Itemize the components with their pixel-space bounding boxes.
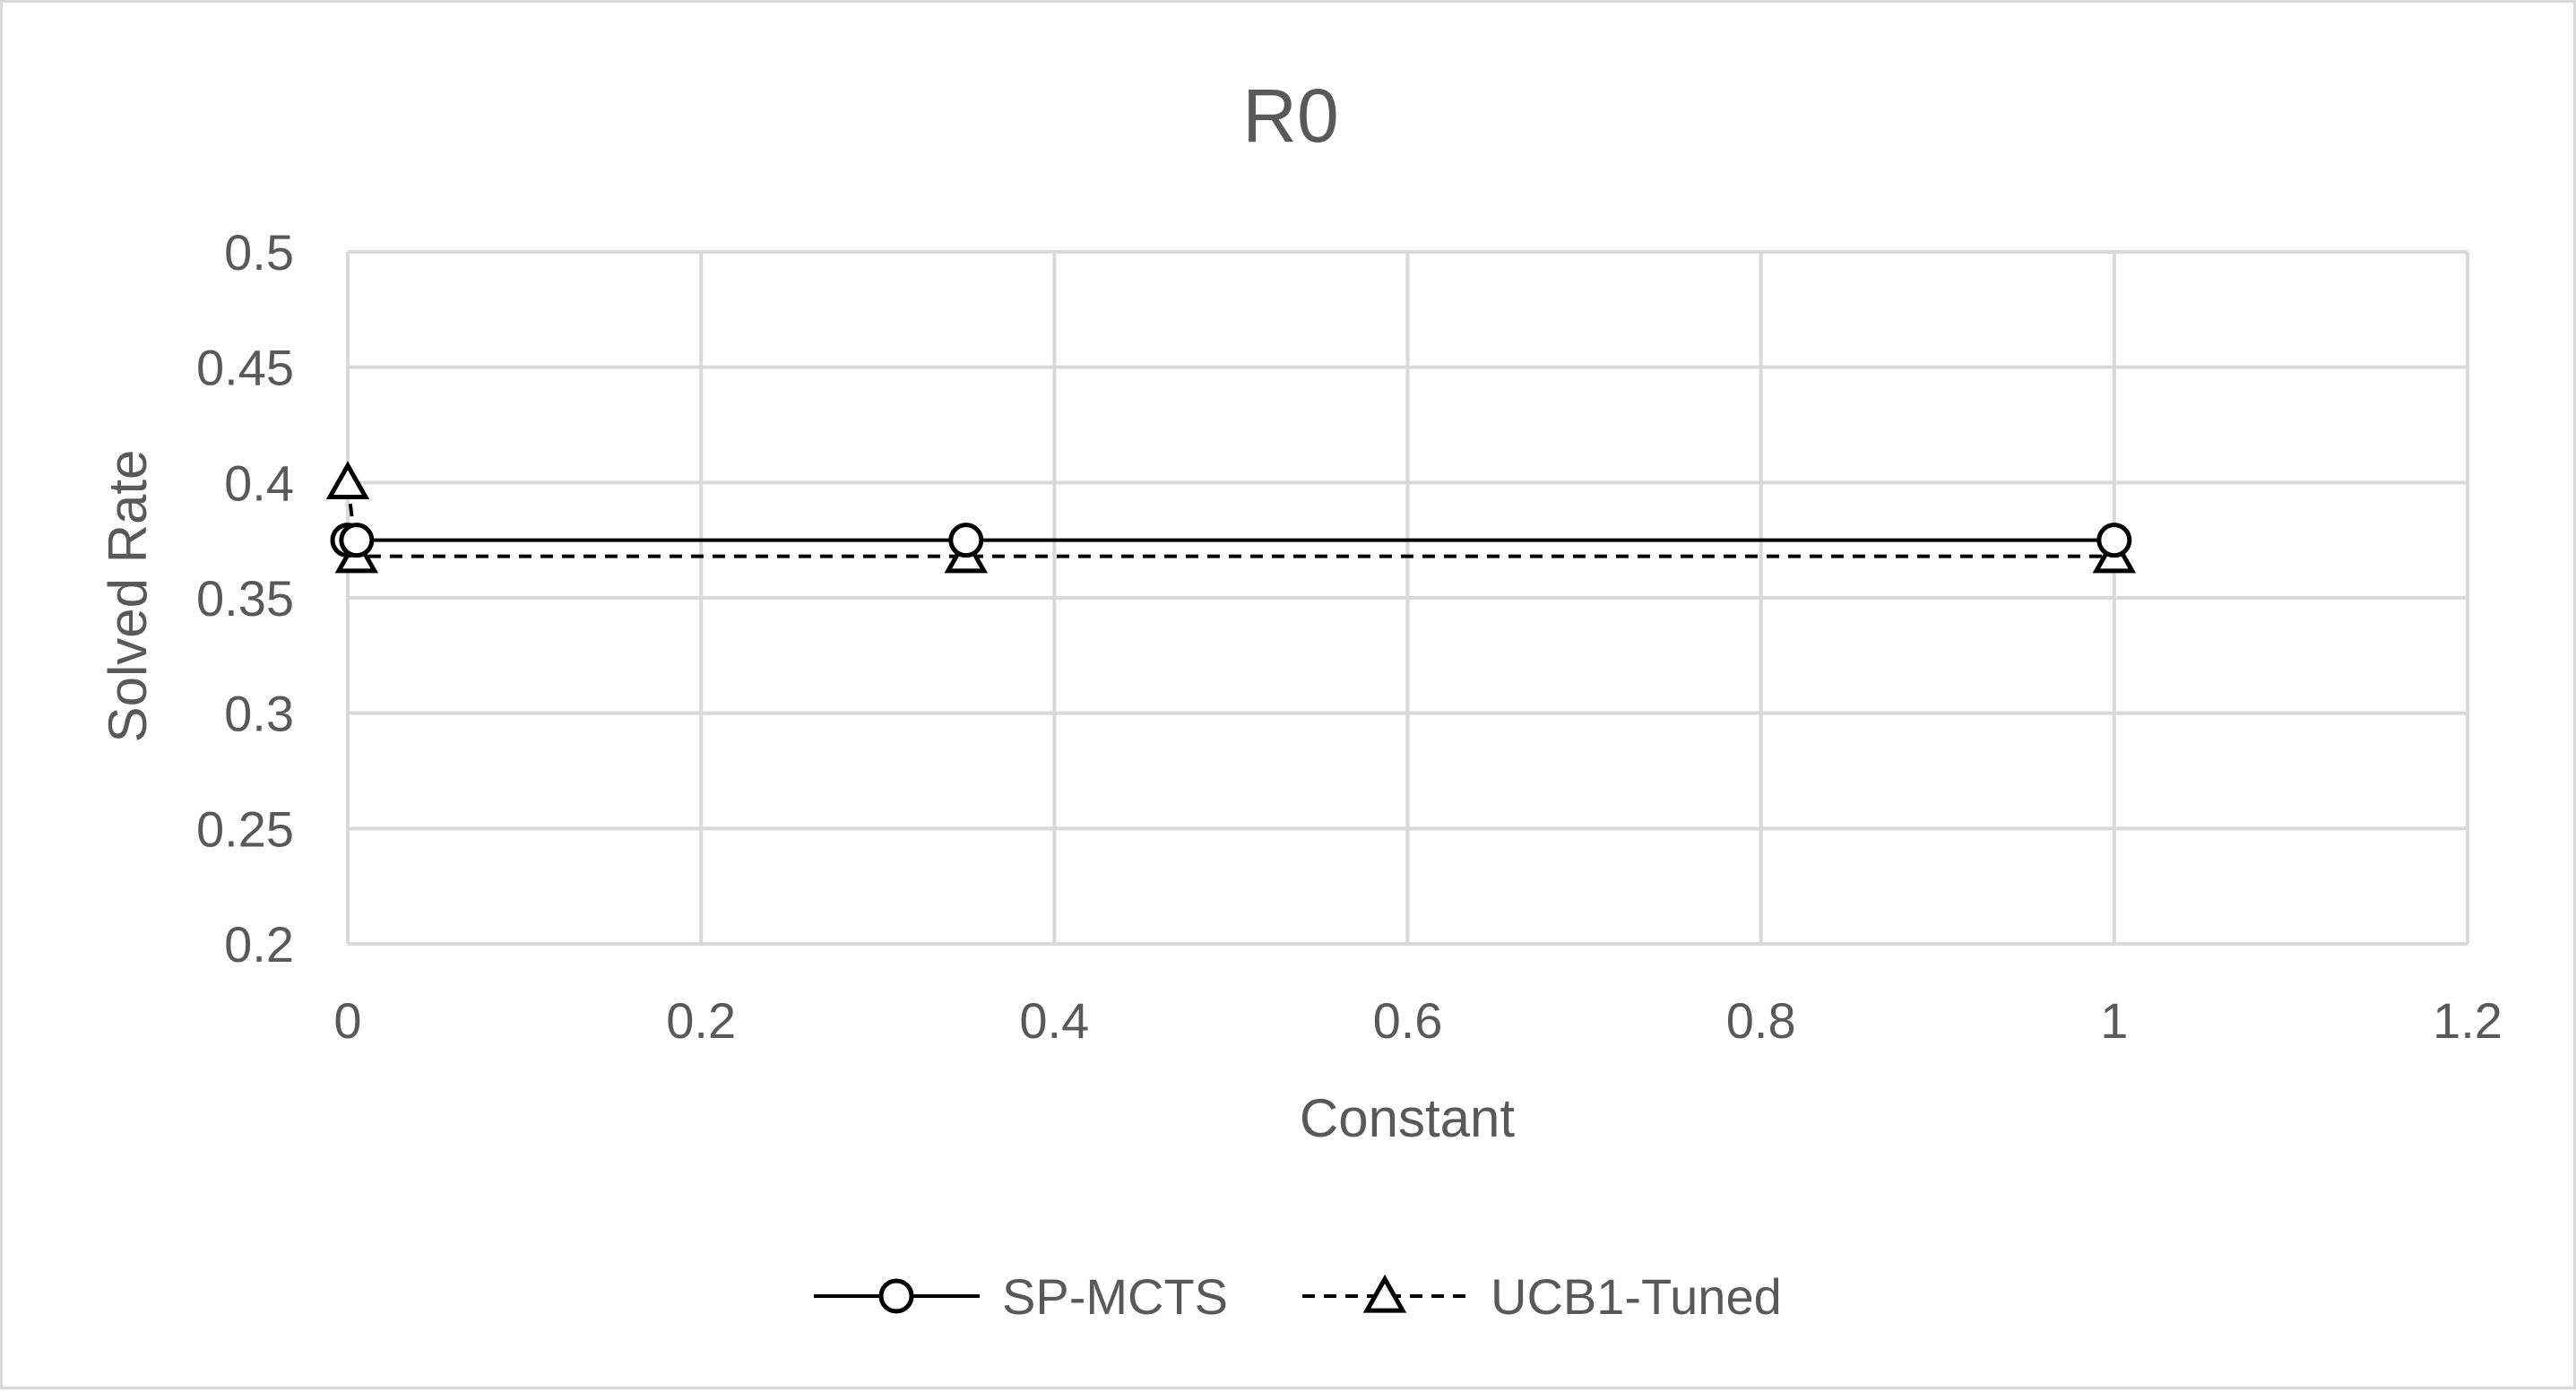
y-tick-label: 0.45 (196, 340, 294, 396)
chart-svg: R0 0.2 0.25 0.3 0.35 0.4 0.45 0.5 0 0.2 0.4 0.6 0.8… (98, 73, 2503, 1325)
y-tick-label: 0.4 (224, 454, 294, 511)
triangle-marker (325, 461, 370, 499)
y-tick-label: 0.5 (224, 224, 294, 281)
x-tick-label: 0.8 (1726, 992, 1796, 1049)
legend-label: UCB1-Tuned (1491, 1268, 1782, 1325)
x-tick-label: 0 (333, 992, 361, 1049)
legend-label: SP-MCTS (1002, 1268, 1228, 1325)
chart-title: R0 (1242, 73, 1338, 158)
legend-triangle-marker (1362, 1274, 1407, 1313)
y-tick-label: 0.2 (224, 916, 294, 973)
x-tick-label: 1 (2100, 992, 2128, 1049)
x-tick-label: 0.4 (1019, 992, 1089, 1049)
y-tick-label: 0.3 (224, 686, 294, 742)
legend-item: UCB1-Tuned (1302, 1268, 1782, 1325)
legend: SP-MCTS UCB1-Tuned (814, 1268, 1782, 1325)
y-tick-label: 0.35 (196, 570, 294, 627)
y-tick-label: 0.25 (196, 800, 294, 857)
legend-item: SP-MCTS (814, 1268, 1228, 1325)
legend-circle-marker (878, 1278, 914, 1314)
y-axis-title: Solved Rate (98, 450, 158, 743)
circle-marker (339, 523, 375, 558)
circle-marker (2096, 523, 2132, 558)
series-sp-mcts (330, 523, 2132, 558)
series-layer (325, 461, 2137, 574)
x-tick-label: 0.2 (666, 992, 736, 1049)
tick-layer: 0.2 0.25 0.3 0.35 0.4 0.45 0.5 0 0.2 0.4 0.6 0.8 1 1.… (196, 224, 2503, 1049)
grid-layer (346, 250, 2469, 946)
x-tick-label: 0.6 (1373, 992, 1443, 1049)
circle-marker (948, 523, 984, 558)
series-line (346, 482, 2114, 558)
x-tick-label: 1.2 (2433, 992, 2503, 1049)
x-axis-title: Constant (1300, 1088, 1515, 1148)
